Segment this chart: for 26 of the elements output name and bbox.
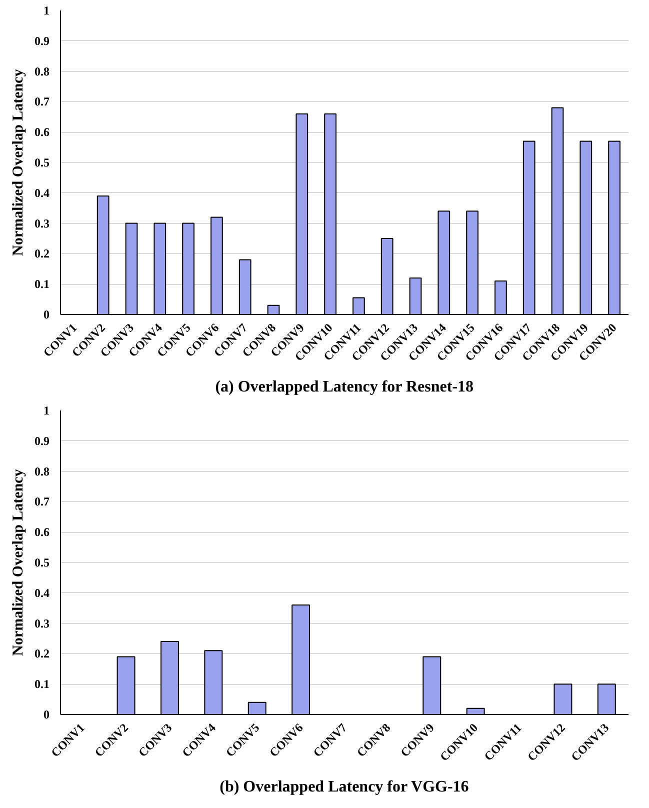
y-tick-label: 0.7 [34,94,50,109]
y-tick-label: 0.4 [34,186,50,200]
y-tick-label: 1 [44,404,50,418]
y-tick-label: 0.8 [34,64,50,78]
y-axis-title: Normalized Overlap Latency [10,68,26,256]
y-tick-label: 0.4 [34,586,50,600]
y-tick-label: 0.2 [34,246,50,261]
y-tick-label: 0.9 [34,434,50,448]
y-tick-label: 0.1 [34,677,50,692]
y-tick-label: 0.6 [34,125,50,140]
y-tick-label: 0.5 [34,156,50,170]
y-axis-title: Normalized Overlap Latency [10,468,26,656]
text: (b) Overlapped Latency for VGG-16 [220,778,469,796]
y-tick-label: 0.5 [34,556,50,570]
y-tick-label: 1 [44,4,50,18]
y-tick-label: 0 [44,708,50,722]
y-tick-label: 0.7 [34,494,50,509]
y-tick-label: 0.2 [34,646,50,661]
y-tick-label: 0.3 [34,616,50,630]
text: (a) Overlapped Latency for Resnet-18 [215,378,474,396]
y-tick-label: 0.9 [34,34,50,48]
y-tick-label: 0.8 [34,464,50,478]
y-tick-label: 0 [44,308,50,322]
y-tick-label: 0.3 [34,216,50,230]
y-tick-label: 0.1 [34,277,50,292]
y-tick-label: 0.6 [34,525,50,540]
